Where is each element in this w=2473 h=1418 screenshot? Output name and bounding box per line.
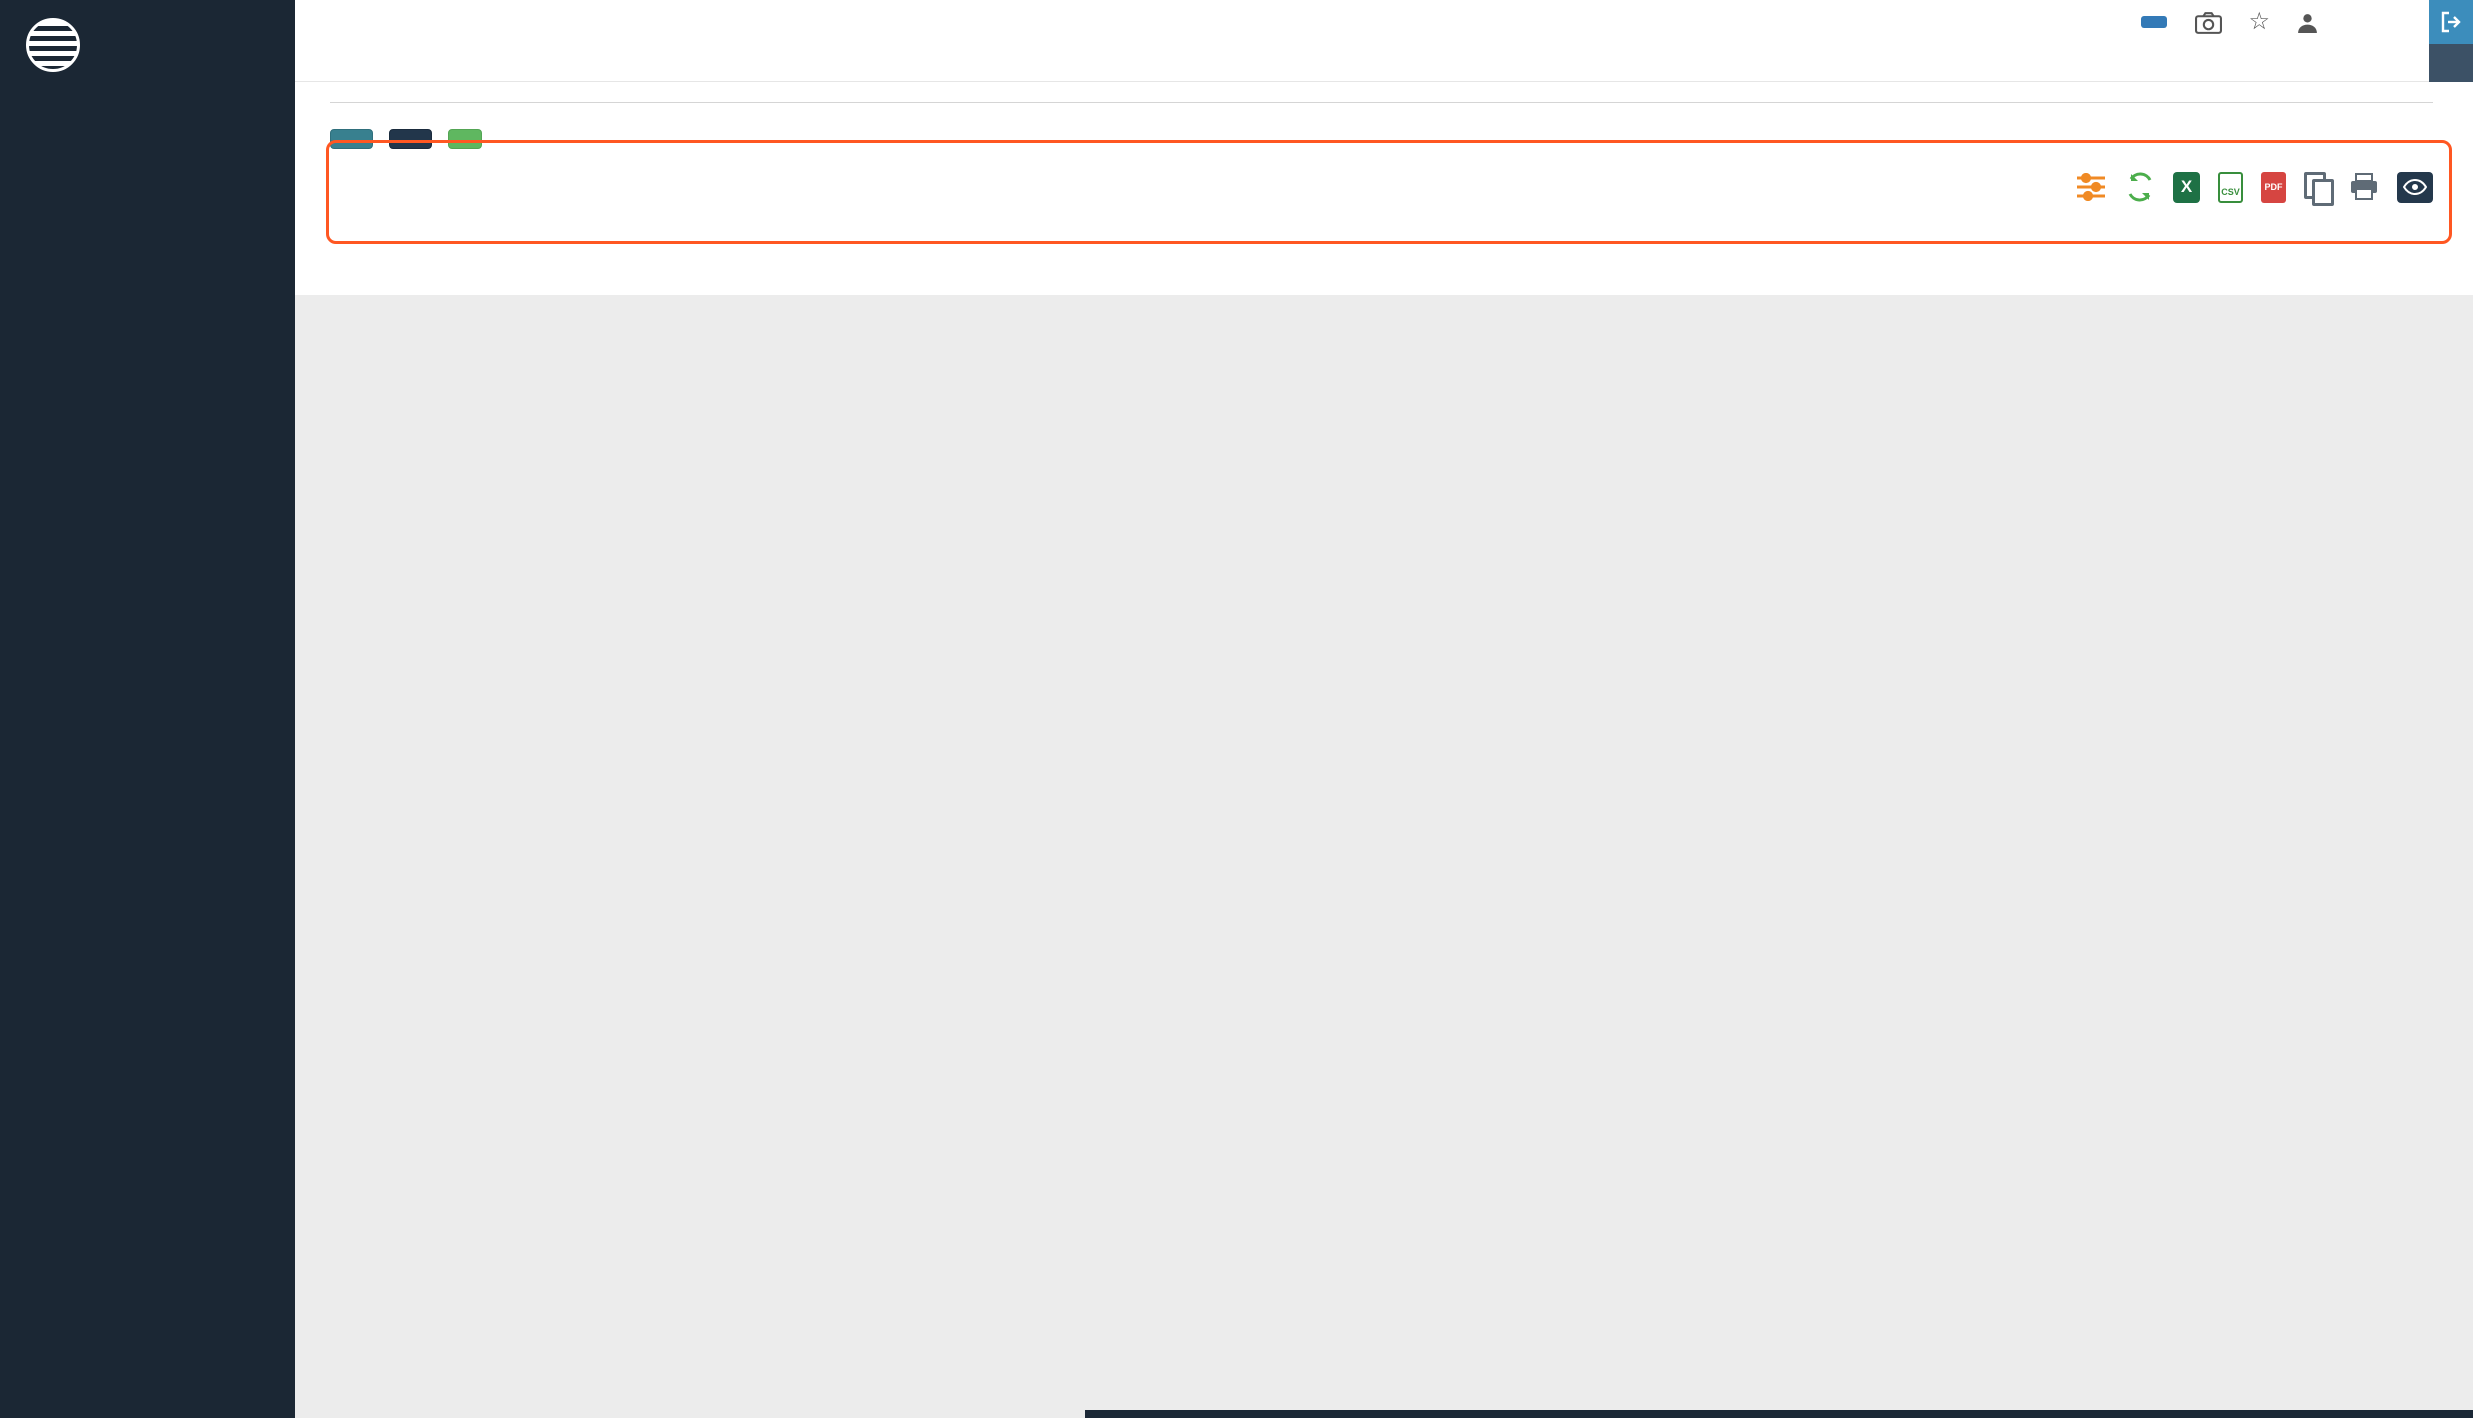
table-tools: [2075, 165, 2433, 209]
ap-tab-bar: [330, 102, 2433, 103]
refresh-icon[interactable]: [2125, 172, 2155, 202]
sign-out-button[interactable]: [2429, 0, 2473, 44]
bottom-bar: [1085, 1410, 2473, 1418]
lower-background: [295, 295, 2473, 1418]
excel-export-icon[interactable]: [2173, 171, 2200, 203]
current-ap-period-badge: [2429, 43, 2473, 82]
download-files-button[interactable]: [448, 129, 482, 149]
dash-logo[interactable]: [0, 0, 295, 76]
print-icon[interactable]: [2349, 173, 2379, 201]
camera-icon[interactable]: [2195, 11, 2223, 34]
add-new-invoice-button[interactable]: [330, 129, 373, 149]
post-all-invoices-button[interactable]: [389, 129, 432, 149]
whats-new-button[interactable]: [2141, 16, 2168, 28]
sidebar: [0, 0, 295, 1418]
topbar: ☆: [295, 0, 2473, 44]
star-icon[interactable]: ☆: [2248, 8, 2270, 35]
user-profile-icon[interactable]: [2296, 11, 2319, 34]
copy-icon[interactable]: [2304, 171, 2334, 206]
decoart-brand: [0, 76, 295, 106]
dash-logo-icon: [26, 18, 80, 72]
pdf-export-icon[interactable]: [2261, 171, 2286, 203]
toolbar-buttons: [330, 117, 2433, 161]
csv-export-icon[interactable]: [2218, 171, 2243, 203]
breadcrumb-bar: [295, 43, 2473, 82]
column-visibility-eye-icon[interactable]: [2397, 171, 2433, 203]
main-area: ☆: [295, 0, 2473, 1418]
filter-sliders-icon[interactable]: [2075, 173, 2107, 201]
invoice-toolbar: [330, 117, 2433, 213]
